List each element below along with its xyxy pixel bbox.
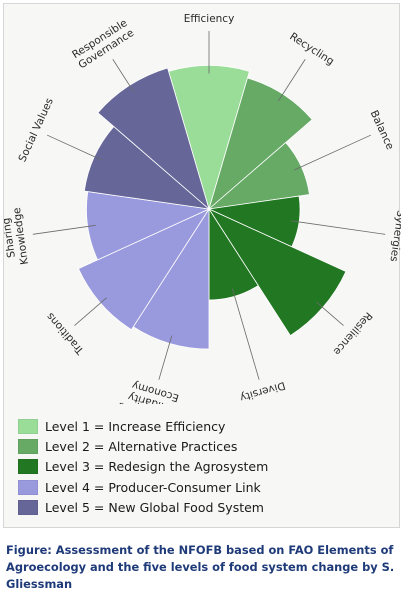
- label-circular-and-solidarity-economy: Circular andSolidarityEconomy: [117, 377, 188, 404]
- leader-synergies: [291, 220, 386, 235]
- polar-area-chart: Efficiency Recycling Balance Synergies Resil…: [4, 13, 401, 404]
- legend-label-level-1: Level 1 = Increase Efficiency: [45, 418, 226, 434]
- label-sharing-knowledge: SharingKnowledge: [4, 207, 31, 268]
- label-leader-lines: [32, 31, 386, 380]
- legend-swatch-level-5: [18, 500, 38, 516]
- label-line-diversity-0: Diversity: [238, 379, 286, 404]
- label-line-balance-0: Balance: [368, 109, 396, 152]
- label-traditions: Traditions: [44, 310, 87, 357]
- legend-label-level-2: Level 2 = Alternative Practices: [45, 439, 238, 455]
- label-balance: Balance: [368, 109, 396, 152]
- label-social-values: Social Values: [16, 96, 55, 164]
- label-responsible-governance: ResponsibleGovernance: [70, 17, 136, 71]
- label-line-social-values-0: Social Values: [16, 96, 55, 164]
- figure-caption: Figure: Assessment of the NFOFB based on…: [6, 543, 395, 591]
- leader-diversity: [231, 288, 260, 380]
- label-efficiency: Efficiency: [184, 13, 235, 25]
- label-line-traditions-0: Traditions: [44, 310, 87, 357]
- legend-item-level-5: Level 5 = New Global Food System: [18, 498, 268, 518]
- legend-item-level-4: Level 4 = Producer-Consumer Link: [18, 477, 268, 497]
- legend-item-level-3: Level 3 = Redesign the Agrosystem: [18, 457, 268, 477]
- legend-swatch-level-4: [18, 479, 38, 495]
- chart-wedges: [77, 65, 347, 350]
- legend-swatch-level-2: [18, 439, 38, 455]
- legend-swatch-level-1: [18, 418, 38, 434]
- leader-circular-and-solidarity-economy: [158, 335, 173, 380]
- legend-label-level-5: Level 5 = New Global Food System: [45, 500, 264, 516]
- legend-label-level-3: Level 3 = Redesign the Agrosystem: [45, 459, 269, 475]
- legend-swatch-level-3: [18, 459, 38, 475]
- leader-social-values: [46, 134, 102, 161]
- label-line-resilience-0: Resilience: [331, 310, 375, 358]
- legend-item-level-2: Level 2 = Alternative Practices: [18, 436, 268, 456]
- label-recycling: Recycling: [287, 31, 336, 68]
- label-line-efficiency-0: Efficiency: [184, 13, 235, 25]
- figure-panel: Efficiency Recycling Balance Synergies Resil…: [3, 3, 401, 528]
- label-line-recycling-0: Recycling: [287, 31, 336, 68]
- label-line-synergies-0: Synergies: [387, 210, 401, 263]
- legend: Level 1 = Increase Efficiency Level 2 = …: [18, 416, 268, 518]
- leader-recycling: [278, 59, 306, 102]
- leader-traditions: [74, 297, 107, 326]
- leader-sharing-knowledge: [32, 224, 96, 235]
- label-resilience: Resilience: [331, 310, 375, 358]
- leader-balance: [293, 134, 372, 171]
- leader-responsible-governance: [112, 59, 135, 93]
- leader-resilience: [316, 302, 344, 326]
- label-diversity: Diversity: [238, 379, 286, 404]
- label-synergies: Synergies: [387, 210, 401, 263]
- legend-label-level-4: Level 4 = Producer-Consumer Link: [45, 479, 261, 495]
- legend-item-level-1: Level 1 = Increase Efficiency: [18, 416, 268, 436]
